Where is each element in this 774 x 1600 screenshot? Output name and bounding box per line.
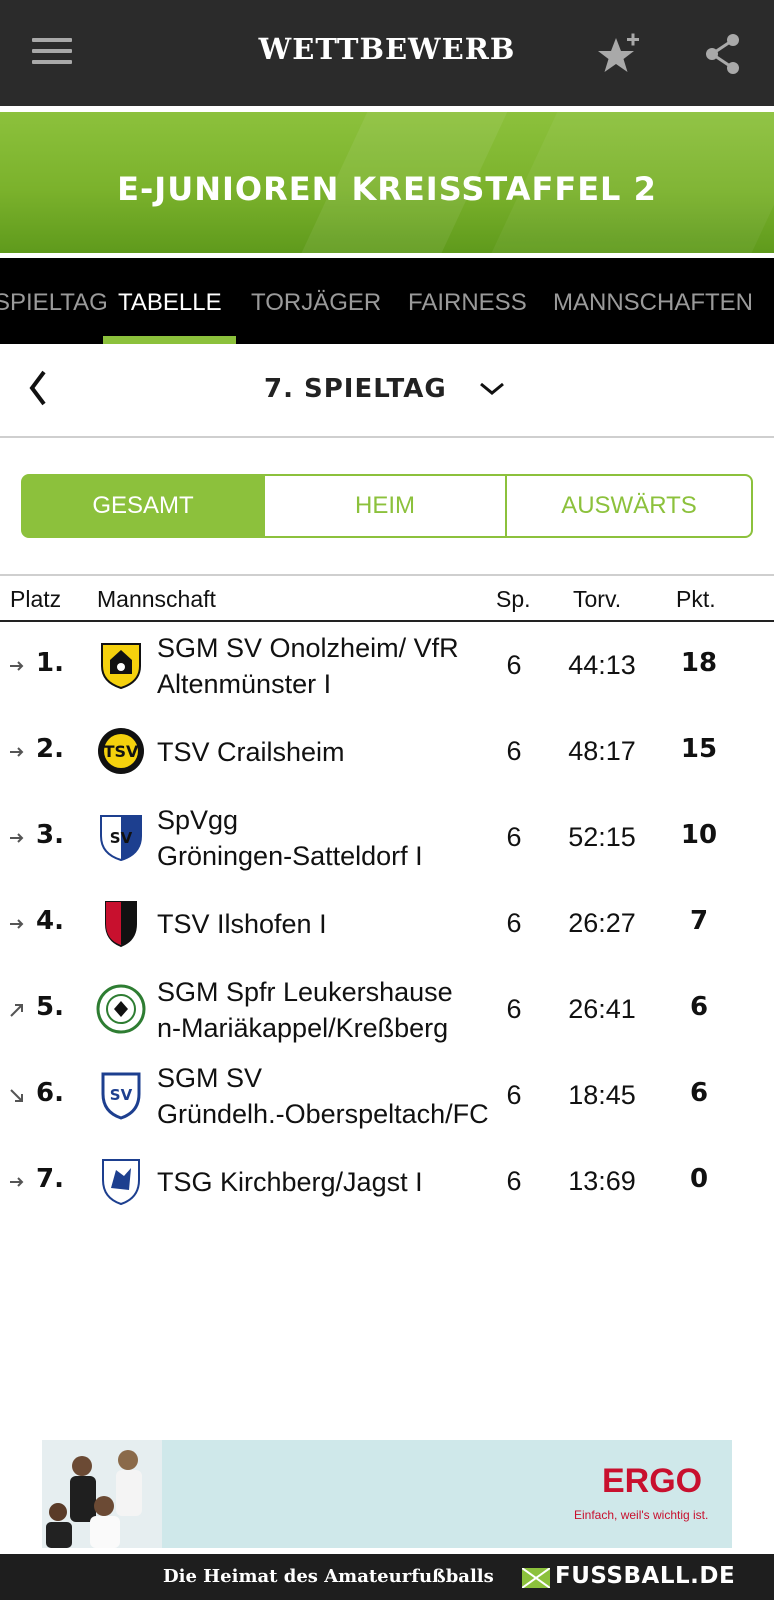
trend-down-icon	[10, 1089, 23, 1102]
table-row[interactable]: 4. TSV Ilshofen I 6 26:27 7	[0, 880, 774, 966]
chevron-left-icon[interactable]	[24, 366, 54, 410]
tab-mannschaften[interactable]: MANNSCHAFTEN	[553, 289, 754, 316]
rank: 6.	[36, 1078, 64, 1108]
app-bar: WETTBEWERB	[0, 0, 774, 106]
team-name: SpVgg Gröningen-Satteldorf I	[157, 805, 423, 871]
matchday-selector: 7. SPIELTAG	[0, 344, 774, 438]
svg-text:SV: SV	[110, 829, 133, 847]
games-played: 6	[506, 1166, 522, 1196]
team-name: TSV Crailsheim	[157, 737, 345, 767]
ad-banner[interactable]: ERGO Einfach, weil's wichtig ist.	[42, 1440, 732, 1548]
fussball-de-logo-icon	[522, 1568, 550, 1588]
table-header: Platz Mannschaft Sp. Torv. Pkt.	[0, 574, 774, 622]
table-row[interactable]: 6. SV SGM SV Gründelh.-Oberspeltach/FC 6 …	[0, 1052, 774, 1138]
rank: 4.	[36, 906, 64, 936]
table-row[interactable]: 5. SGM Spfr Leukershause n-Mariäkappel/Kr…	[0, 966, 774, 1052]
menu-icon[interactable]	[32, 38, 72, 68]
goal-ratio: 48:17	[568, 736, 636, 766]
ad-brand-logo: ERGO	[602, 1462, 703, 1500]
points: 6	[689, 992, 709, 1022]
goal-ratio: 52:15	[568, 822, 636, 852]
points: 10	[680, 820, 718, 850]
table-row[interactable]: 1. SGM SV Onolzheim/ VfR Altenmünster I 6…	[0, 622, 774, 708]
ad-photo	[42, 1440, 162, 1548]
footer-bar: Die Heimat des Amateurfußballs FUSSBALL.…	[0, 1554, 774, 1600]
table-row[interactable]: 7. TSG Kirchberg/Jagst I 6 13:69 0	[0, 1138, 774, 1224]
games-played: 6	[506, 908, 522, 938]
rank: 3.	[36, 820, 64, 850]
goal-ratio: 26:41	[568, 994, 636, 1024]
svg-text:SV: SV	[110, 1086, 133, 1104]
col-spiele: Sp.	[496, 586, 531, 612]
table-filter: GESAMT HEIM AUSWÄRTS	[21, 474, 753, 538]
points: 15	[680, 734, 718, 764]
club-logo-icon: TSV	[98, 728, 144, 774]
trend-up-icon	[10, 1004, 23, 1017]
goal-ratio: 44:13	[568, 650, 636, 680]
goal-ratio: 13:69	[568, 1166, 636, 1196]
points: 18	[680, 648, 718, 678]
team-name: SGM SV Gründelh.-Oberspeltach/FC	[157, 1063, 489, 1129]
club-logo-icon	[96, 984, 146, 1034]
footer-tagline: Die Heimat des Amateurfußballs	[163, 1566, 494, 1587]
col-platz: Platz	[10, 586, 62, 612]
filter-auswaerts-button[interactable]: AUSWÄRTS	[505, 474, 753, 538]
games-played: 6	[506, 822, 522, 852]
table-row[interactable]: 3. SV SpVgg Gröningen-Satteldorf I 6 52:1…	[0, 794, 774, 880]
club-logo-icon: SV	[101, 1072, 141, 1120]
tab-fairness[interactable]: FAIRNESS	[408, 289, 527, 316]
ad-slogan: Einfach, weil's wichtig ist.	[574, 1508, 709, 1522]
rank: 7.	[36, 1164, 64, 1194]
rank: 5.	[36, 992, 64, 1022]
games-played: 6	[506, 1080, 522, 1110]
club-logo-icon: SV	[100, 815, 142, 862]
club-logo-icon	[102, 1159, 140, 1206]
star-plus-icon[interactable]	[596, 30, 644, 78]
team-name: TSV Ilshofen I	[157, 909, 327, 939]
goal-ratio: 26:27	[568, 908, 636, 938]
active-tab-indicator	[103, 336, 236, 344]
points: 0	[689, 1164, 709, 1194]
club-logo-icon	[101, 643, 141, 690]
app-title: WETTBEWERB	[258, 32, 516, 66]
rank: 2.	[36, 734, 64, 764]
trend-same-icon	[10, 833, 24, 843]
col-mannschaft: Mannschaft	[97, 586, 216, 612]
trend-same-icon	[10, 1177, 24, 1187]
games-played: 6	[506, 994, 522, 1024]
trend-same-icon	[10, 919, 24, 929]
points: 6	[689, 1078, 709, 1108]
col-punkte: Pkt.	[676, 586, 716, 612]
trend-same-icon	[10, 661, 24, 671]
filter-heim-button[interactable]: HEIM	[263, 474, 507, 538]
chevron-down-icon[interactable]	[478, 378, 506, 400]
share-icon[interactable]	[703, 32, 743, 76]
svg-text:TSV: TSV	[104, 742, 139, 761]
goal-ratio: 18:45	[568, 1080, 636, 1110]
competition-title: E-JUNIOREN KREISSTAFFEL 2	[117, 170, 657, 208]
club-logo-icon	[105, 901, 137, 948]
tab-tabelle[interactable]: TABELLE	[118, 289, 222, 316]
divider	[0, 106, 774, 112]
team-name: TSG Kirchberg/Jagst I	[157, 1167, 423, 1197]
matchday-label[interactable]: 7. SPIELTAG	[264, 374, 447, 404]
tab-bar: SPIELTAG TABELLE TORJÄGER FAIRNESS MANNS…	[0, 258, 774, 344]
games-played: 6	[506, 650, 522, 680]
tab-spieltag[interactable]: SPIELTAG	[0, 289, 108, 316]
points: 7	[689, 906, 709, 936]
footer-brand[interactable]: FUSSBALL.DE	[555, 1563, 736, 1589]
tab-torjaeger[interactable]: TORJÄGER	[251, 289, 382, 316]
filter-gesamt-button[interactable]: GESAMT	[21, 474, 265, 538]
table-row[interactable]: 2. TSV TSV Crailsheim 6 48:17 15	[0, 708, 774, 794]
rank: 1.	[36, 648, 64, 678]
team-name: SGM Spfr Leukershause n-Mariäkappel/Kreßb…	[157, 977, 453, 1043]
team-name: SGM SV Onolzheim/ VfR Altenmünster I	[157, 633, 459, 699]
divider	[0, 253, 774, 258]
col-torverhaeltnis: Torv.	[573, 586, 622, 612]
games-played: 6	[506, 736, 522, 766]
trend-same-icon	[10, 747, 24, 757]
competition-banner: E-JUNIOREN KREISSTAFFEL 2	[0, 112, 774, 253]
